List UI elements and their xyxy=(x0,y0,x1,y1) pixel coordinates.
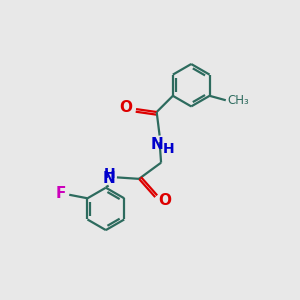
Text: N: N xyxy=(151,137,164,152)
Text: CH₃: CH₃ xyxy=(228,94,250,107)
Text: O: O xyxy=(159,193,172,208)
Text: N: N xyxy=(102,171,115,186)
Text: F: F xyxy=(56,186,66,201)
Text: H: H xyxy=(104,167,116,181)
Text: H: H xyxy=(163,142,174,156)
Text: O: O xyxy=(119,100,133,115)
